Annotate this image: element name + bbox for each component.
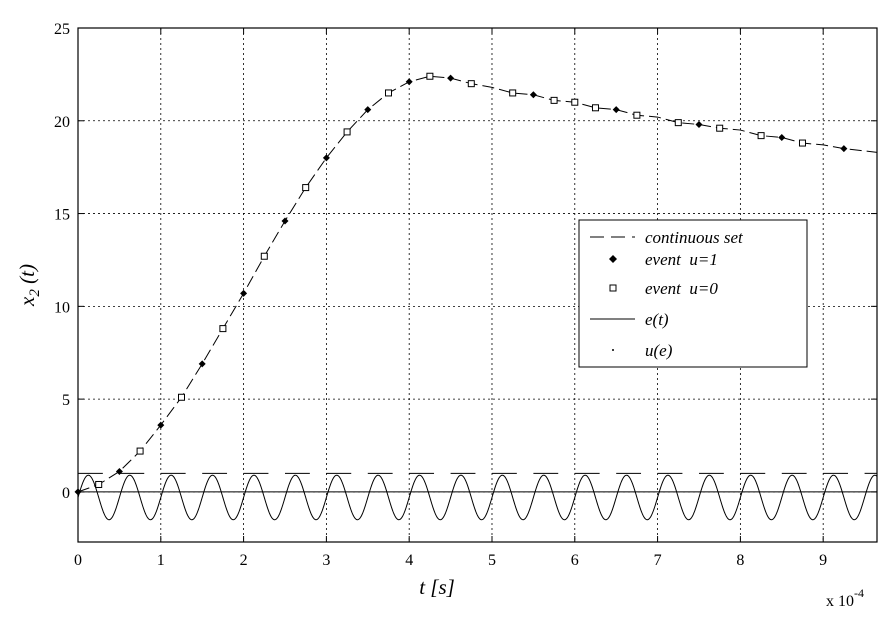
plot-frame [77,27,878,543]
event-u1-marker [240,289,248,297]
x-axis-label: t [s] [419,575,455,599]
legend-item-event-u0: event u=0 [609,279,718,298]
event-u1-marker [695,120,703,128]
x-tick-label: 0 [74,552,82,569]
event-u1-marker [840,145,848,153]
event-u0-marker [260,252,268,260]
event-u0-marker [219,325,227,333]
y-tick-label: 10 [54,299,70,316]
x-tick-label: 3 [322,552,330,569]
y-axis-label-subscript: 2 [27,289,43,297]
x-tick-label: 8 [736,552,744,569]
event-u1-marker [612,106,620,114]
y-tick-label: 20 [54,114,70,131]
x-tick-label: 6 [571,552,579,569]
event-u0-marker [571,98,579,106]
event-u0-marker [302,184,310,192]
event-u1-marker [447,74,455,82]
event-u0-marker [509,89,517,97]
y-tick-label: 15 [54,207,70,224]
y-axis-label: x2 (t) [15,264,43,307]
event-u0-marker [757,132,765,140]
traces [74,72,878,521]
event-u0-marker [136,447,144,455]
event-u1-marker [322,154,330,162]
event-u0-marker [716,124,724,132]
legend-item-e-t: e(t) [590,310,669,329]
event-u1-marker [198,360,206,368]
legend-item-continuous-set: continuous set [590,228,744,247]
event-u0-marker [674,119,682,127]
y-tick-label: 0 [62,485,70,502]
legend-label-event-u0: event u=0 [645,279,718,298]
x-tick-label: 4 [405,552,413,569]
x-multiplier: x 10-4 [826,586,864,610]
series-e-t [77,474,878,521]
legend-item-event-u1: event u=1 [609,250,718,269]
legend-label-event-u1: event u=1 [645,250,718,269]
event-u0-marker [798,139,806,147]
event-u1-marker [778,133,786,141]
legend-symbol-dot [612,349,614,351]
ticks: 0 1 2 3 4 5 6 7 8 9 0 5 10 15 20 25 [54,21,877,569]
event-u1-marker [529,91,537,99]
event-u0-marker [633,111,641,119]
legend-symbol-diamond [609,255,617,263]
legend-label-continuous-set: continuous set [645,228,744,247]
event-u0-marker [384,89,392,97]
legend-symbol-square [609,284,617,292]
x-tick-label: 7 [654,552,662,569]
legend: continuous set event u=1 event u=0 e(t) … [578,219,808,368]
x-multiplier-exponent: -4 [854,586,864,600]
legend-label-u-e: u(e) [645,341,673,360]
legend-box [578,219,808,368]
event-u0-marker [550,96,558,104]
event-u1-marker [364,106,372,114]
event-u0-marker [591,104,599,112]
event-u1-marker [115,467,123,475]
x-tick-label: 1 [157,552,165,569]
y-tick-label: 5 [62,392,70,409]
y-tick-label: 25 [54,21,70,38]
event-u0-marker [177,393,185,401]
x-tick-label: 2 [240,552,248,569]
event-u0-marker [426,72,434,80]
event-u1-marker [281,217,289,225]
x-tick-label: 9 [819,552,827,569]
legend-item-u-e: u(e) [612,341,673,360]
legend-label-e-t: e(t) [645,310,669,329]
event-u1-marker [405,78,413,86]
event-u0-marker [95,480,103,488]
x-tick-label: 5 [488,552,496,569]
event-u0-marker [467,80,475,88]
event-u0-marker [343,128,351,136]
event-u1-marker [157,421,165,429]
